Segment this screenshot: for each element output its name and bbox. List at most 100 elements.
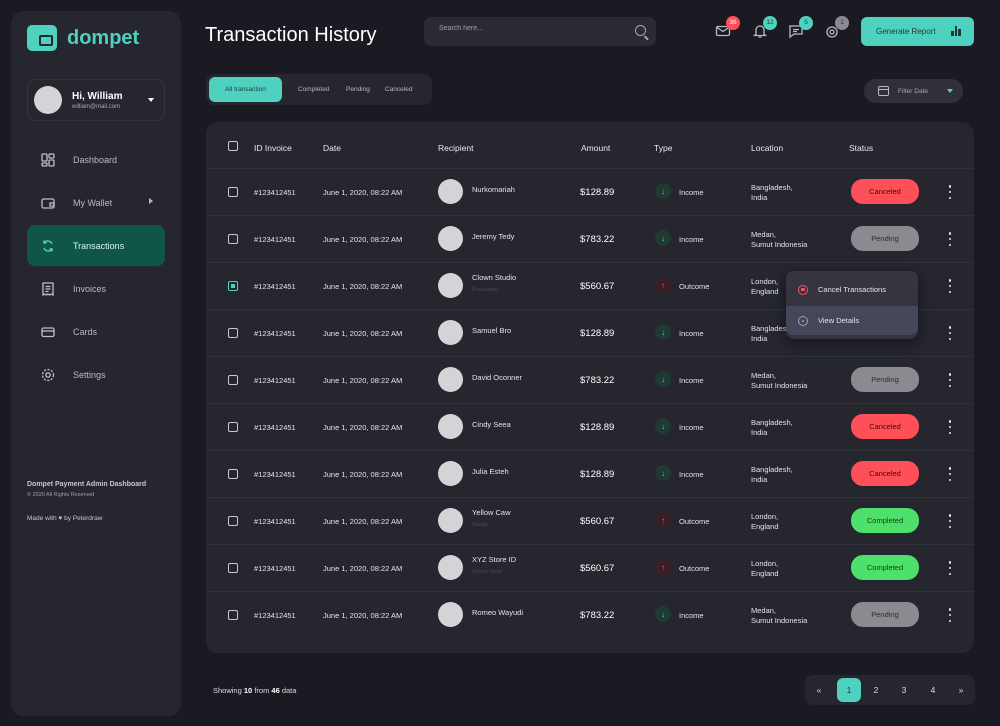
sidebar-item-cards[interactable]: Cards [27,311,165,352]
transaction-date: June 1, 2020, 08:22 AM [323,376,403,385]
transactions-table: ID Invoice Date Recipient Amount Type Lo… [206,122,974,653]
row-checkbox[interactable] [228,281,238,291]
pagination: « 1 2 3 4 » [805,675,975,705]
row-checkbox[interactable] [228,422,238,432]
location-line-2: England [751,521,779,531]
row-checkbox[interactable] [228,469,238,479]
location-line-1: Banglades [751,324,787,333]
generate-report-button[interactable]: Generate Report [861,17,974,46]
more-options-icon[interactable] [945,185,955,199]
location-line-2: England [751,286,779,296]
tab-canceled[interactable]: Canceled [385,86,413,93]
location-line-2: India [751,333,768,343]
bell-icon [752,25,768,38]
info-icon [798,315,808,326]
gift-notification[interactable]: 1 [824,16,849,39]
row-checkbox[interactable] [228,328,238,338]
recipient-name: Jeremy Tedy [472,232,515,241]
page-2-button[interactable]: 2 [873,685,879,695]
table-row[interactable]: #123412451 June 1, 2020, 08:22 AM XYZ Stor… [206,544,974,590]
transaction-type: Income [679,235,704,244]
row-checkbox[interactable] [228,375,238,385]
tab-all-transaction[interactable]: All transaction [209,77,282,102]
transaction-amount: $128.89 [580,328,615,339]
table-row[interactable]: #123412451 June 1, 2020, 08:22 AM Julia Es… [206,450,974,496]
table-row[interactable]: #123412451 June 1, 2020, 08:22 AM Jeremy T… [206,215,974,261]
row-checkbox[interactable] [228,516,238,526]
chevron-right-icon [149,198,153,204]
user-email: william@mail.com [72,103,121,110]
table-row[interactable]: #123412451 June 1, 2020, 08:22 AM Cindy Se… [206,403,974,449]
page-1-button[interactable]: 1 [837,678,861,702]
more-options-icon[interactable] [945,279,955,293]
table-row[interactable]: #123412451 June 1, 2020, 08:22 AM Yellow C… [206,497,974,543]
sidebar-item-invoices[interactable]: Invoices [27,268,165,309]
row-checkbox[interactable] [228,187,238,197]
invoice-id: #123412451 [254,329,296,338]
table-row[interactable]: #123412451 June 1, 2020, 08:22 AM Clown St… [206,262,974,308]
more-options-icon[interactable] [945,232,955,246]
footer-copyright: © 2020 All Rights Reserved [27,492,95,498]
first-page-button[interactable]: « [816,685,822,695]
notification-badge: 36 [726,16,740,30]
location-line-1: Medan, [751,606,777,615]
sidebar-item-dashboard[interactable]: Dashboard [27,139,165,180]
sidebar-item-my-wallet[interactable]: My Wallet [27,182,165,223]
table-row[interactable]: #123412451 June 1, 2020, 08:22 AM David Oc… [206,356,974,402]
location-line-2: India [751,474,768,484]
view-details-menu-item[interactable]: View Details [786,306,918,335]
table-row[interactable]: #123412451 June 1, 2020, 08:22 AM Romeo Wa… [206,591,974,637]
row-checkbox[interactable] [228,563,238,573]
tab-completed[interactable]: Completed [298,86,330,93]
cancel-transactions-menu-item[interactable]: Cancel Transactions [786,275,918,304]
sidebar-item-label: My Wallet [73,197,113,208]
tab-pending[interactable]: Pending [346,86,370,93]
location-line-2: Sumut Indonesia [751,380,808,390]
table-row[interactable]: #123412451 June 1, 2020, 08:22 AM Samuel B… [206,309,974,355]
filter-date-dropdown[interactable]: Filter Date [864,79,963,103]
mail-notification[interactable]: 36 [715,16,740,39]
more-options-icon[interactable] [945,373,955,387]
brand-logo[interactable]: dompet [27,25,139,51]
recipient-avatar [438,508,463,533]
status-badge: Canceled [851,461,919,486]
chat-notification[interactable]: 5 [788,16,813,39]
more-options-icon[interactable] [945,420,955,434]
transaction-amount: $783.22 [580,610,615,621]
location-line-1: Bangladesh, [751,183,793,192]
search-input[interactable] [439,25,619,32]
select-all-checkbox[interactable] [228,141,238,151]
recipient-avatar [438,461,463,486]
recipient-avatar [438,320,463,345]
transaction-amount: $128.89 [580,422,615,433]
recipient-subtitle: Online Shop [472,569,503,575]
invoice-id: #123412451 [254,611,296,620]
more-options-icon[interactable] [945,561,955,575]
sidebar-item-settings[interactable]: Settings [27,354,165,395]
sidebar: dompet Hi, William william@mail.com Dash… [11,11,181,716]
column-header-status: Status [849,143,874,153]
arrow-down-icon: ↓ [655,465,671,481]
more-options-icon[interactable] [945,326,955,340]
page-3-button[interactable]: 3 [901,685,907,695]
sidebar-item-transactions[interactable]: Transactions [27,225,165,266]
recipient-avatar [438,602,463,627]
transaction-type: Outcome [679,564,710,573]
last-page-button[interactable]: » [958,685,964,695]
recipient-subtitle: Studio [472,522,488,528]
more-options-icon[interactable] [945,467,955,481]
more-options-icon[interactable] [945,608,955,622]
row-checkbox[interactable] [228,610,238,620]
location-line-2: England [751,568,779,578]
status-badge: Pending [851,367,919,392]
row-checkbox[interactable] [228,234,238,244]
transaction-date: June 1, 2020, 08:22 AM [323,517,403,526]
bell-notification[interactable]: 12 [752,16,777,39]
search-icon[interactable] [635,25,646,36]
page-4-button[interactable]: 4 [930,685,936,695]
table-row[interactable]: #123412451 June 1, 2020, 08:22 AM Nurkomar… [206,168,974,214]
more-options-icon[interactable] [945,514,955,528]
invoice-id: #123412451 [254,376,296,385]
showing-count: Showing 10 from 46 data [213,686,297,695]
user-profile-dropdown[interactable]: Hi, William william@mail.com [27,79,165,121]
